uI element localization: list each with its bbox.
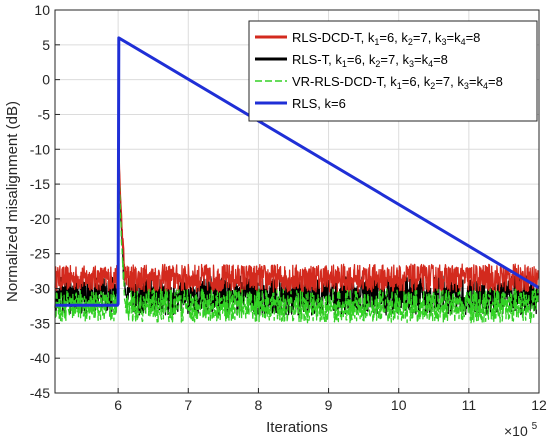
x-tick-label: 7 — [184, 397, 192, 413]
x-tick-label: 10 — [391, 397, 407, 413]
legend-label-part: 4 — [483, 81, 488, 91]
y-tick-label: 10 — [34, 2, 50, 18]
legend-label-part: RLS, k=6 — [292, 96, 346, 111]
legend-label-part: =7, k — [435, 74, 464, 89]
y-tick-label: 5 — [42, 37, 50, 53]
legend-label-part: RLS-DCD-T, k — [292, 30, 375, 45]
legend-label-part: =7, k — [413, 30, 442, 45]
x-multiplier-exponent: 5 — [532, 421, 538, 432]
series-line-2 — [54, 85, 540, 324]
x-tick-label: 12 — [531, 397, 547, 413]
legend-label: RLS-T, k1=6, k2=7, k3=k4=8 — [292, 52, 448, 69]
legend-label-part: 1 — [374, 37, 379, 47]
legend-label-part: 1 — [397, 81, 402, 91]
legend-label-part: =7, k — [380, 52, 409, 67]
legend-label-part: 2 — [430, 81, 435, 91]
legend-label-part: =8 — [488, 74, 503, 89]
legend-label-part: 4 — [428, 59, 433, 69]
legend-label-part: =6, k — [379, 30, 408, 45]
legend-label-part: 1 — [342, 59, 347, 69]
y-tick-label: 0 — [42, 72, 50, 88]
legend-label-part: 2 — [408, 37, 413, 47]
legend-label-part: =8 — [433, 52, 448, 67]
legend-label-part: VR-RLS-DCD-T, k — [292, 74, 397, 89]
legend-box — [248, 20, 538, 122]
y-tick-label: -25 — [30, 246, 50, 262]
y-axis-title: Normalized misalignment (dB) — [4, 101, 21, 302]
legend-label-part: =6, k — [402, 74, 431, 89]
y-tick-label: -5 — [38, 106, 51, 122]
legend-label-part: =6, k — [347, 52, 376, 67]
legend-label-part: 3 — [441, 37, 446, 47]
legend-label-part: 2 — [375, 59, 380, 69]
x-tick-label: 8 — [255, 397, 263, 413]
plot-frame — [54, 9, 540, 394]
y-tick-label: -10 — [30, 141, 50, 157]
legend-label-part: =8 — [466, 30, 481, 45]
y-tick-label: -20 — [30, 211, 50, 227]
x-tick-label: 11 — [462, 397, 477, 413]
legend-label-part: 4 — [461, 37, 466, 47]
legend-label: RLS, k=6 — [292, 96, 346, 111]
series-line-0 — [54, 78, 540, 293]
y-tick-label: -45 — [30, 385, 50, 401]
y-tick-label: -15 — [30, 176, 50, 192]
x-tick-label: 6 — [114, 397, 122, 413]
legend-label-part: 3 — [409, 59, 414, 69]
legend-label-part: 3 — [464, 81, 469, 91]
legend-label-part: =k — [446, 30, 461, 45]
y-tick-label: -30 — [30, 281, 50, 297]
y-tick-label: -40 — [30, 350, 50, 366]
y-tick-label: -35 — [30, 315, 50, 331]
x-multiplier-base: ×10 — [504, 423, 528, 439]
x-axis-title: Iterations — [266, 419, 328, 436]
legend-label-part: RLS-T, k — [292, 52, 342, 67]
x-tick-label: 9 — [325, 397, 333, 413]
x-axis-multiplier: ×10 5 — [504, 421, 538, 439]
legend-label: VR-RLS-DCD-T, k1=6, k2=7, k3=k4=8 — [292, 74, 503, 91]
legend-label-part: =k — [469, 74, 484, 89]
legend-label: RLS-DCD-T, k1=6, k2=7, k3=k4=8 — [292, 30, 480, 47]
legend-label-part: =k — [414, 52, 429, 67]
